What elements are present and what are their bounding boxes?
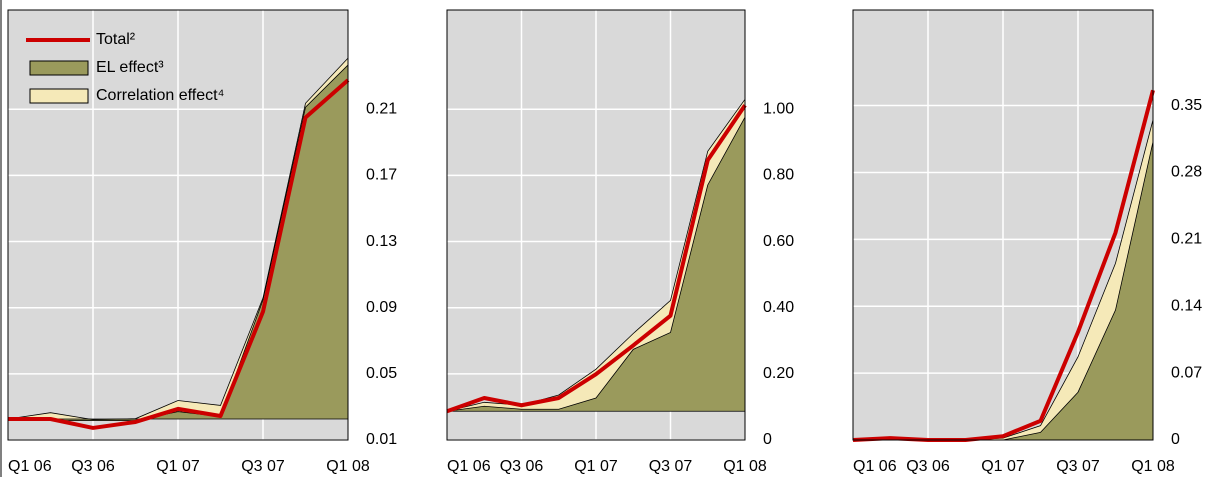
y-tick-label: 0.28 xyxy=(1171,164,1202,181)
x-tick-label: Q3 07 xyxy=(1056,458,1100,475)
y-tick-label: 0.20 xyxy=(763,365,794,382)
x-tick-label: Q1 08 xyxy=(326,458,370,475)
el-area xyxy=(8,65,348,421)
x-tick-label: Q1 06 xyxy=(447,458,491,475)
el-edge xyxy=(446,116,746,412)
total-line xyxy=(852,89,1155,442)
plot-border xyxy=(446,9,746,441)
y-tick-label: 0.21 xyxy=(366,100,397,117)
legend-label: EL effect³ xyxy=(96,59,164,76)
plot-border xyxy=(852,9,1154,441)
x-tick-label: Q1 08 xyxy=(1131,458,1175,475)
total-line xyxy=(446,104,747,414)
plot-border xyxy=(7,9,349,441)
y-tick-label: 0.60 xyxy=(763,233,794,250)
y-tick-label: 0.05 xyxy=(366,365,397,382)
x-tick-label: Q3 06 xyxy=(906,458,950,475)
x-tick-label: Q1 07 xyxy=(156,458,200,475)
legend-swatch xyxy=(29,60,89,76)
y-tick-label: 0.40 xyxy=(763,299,794,316)
y-tick-label: 0.01 xyxy=(366,431,397,448)
y-tick-label: 0 xyxy=(763,431,772,448)
total-line xyxy=(8,78,350,430)
y-tick-label: 0.07 xyxy=(1171,364,1202,381)
x-tick-label: Q1 06 xyxy=(853,458,897,475)
x-tick-label: Q3 06 xyxy=(500,458,544,475)
y-tick-label: 0.09 xyxy=(366,299,397,316)
y-tick-label: 0.17 xyxy=(366,167,397,184)
x-tick-label: Q1 06 xyxy=(8,458,52,475)
y-tick-label: 0.80 xyxy=(763,167,794,184)
x-tick-label: Q1 07 xyxy=(981,458,1025,475)
legend-label: Total² xyxy=(96,31,136,48)
legend-label: Correlation effect⁴ xyxy=(96,87,225,104)
x-tick-label: Q1 07 xyxy=(574,458,618,475)
y-tick-label: 0.14 xyxy=(1171,297,1202,314)
y-tick-label: 0.13 xyxy=(366,233,397,250)
correlation-edge xyxy=(446,99,746,412)
y-tick-label: 1.00 xyxy=(763,100,794,117)
y-tick-label: 0.21 xyxy=(1171,231,1202,248)
el-area xyxy=(447,117,745,412)
correlation-area xyxy=(853,119,1153,440)
y-tick-label: 0.35 xyxy=(1171,97,1202,114)
el-area xyxy=(853,141,1153,440)
y-tick-label: 0 xyxy=(1171,431,1180,448)
x-tick-label: Q3 06 xyxy=(71,458,115,475)
x-tick-label: Q1 08 xyxy=(723,458,767,475)
legend-swatch xyxy=(29,88,89,104)
x-tick-label: Q3 07 xyxy=(241,458,285,475)
correlation-edge xyxy=(7,57,349,421)
x-tick-label: Q3 07 xyxy=(649,458,693,475)
